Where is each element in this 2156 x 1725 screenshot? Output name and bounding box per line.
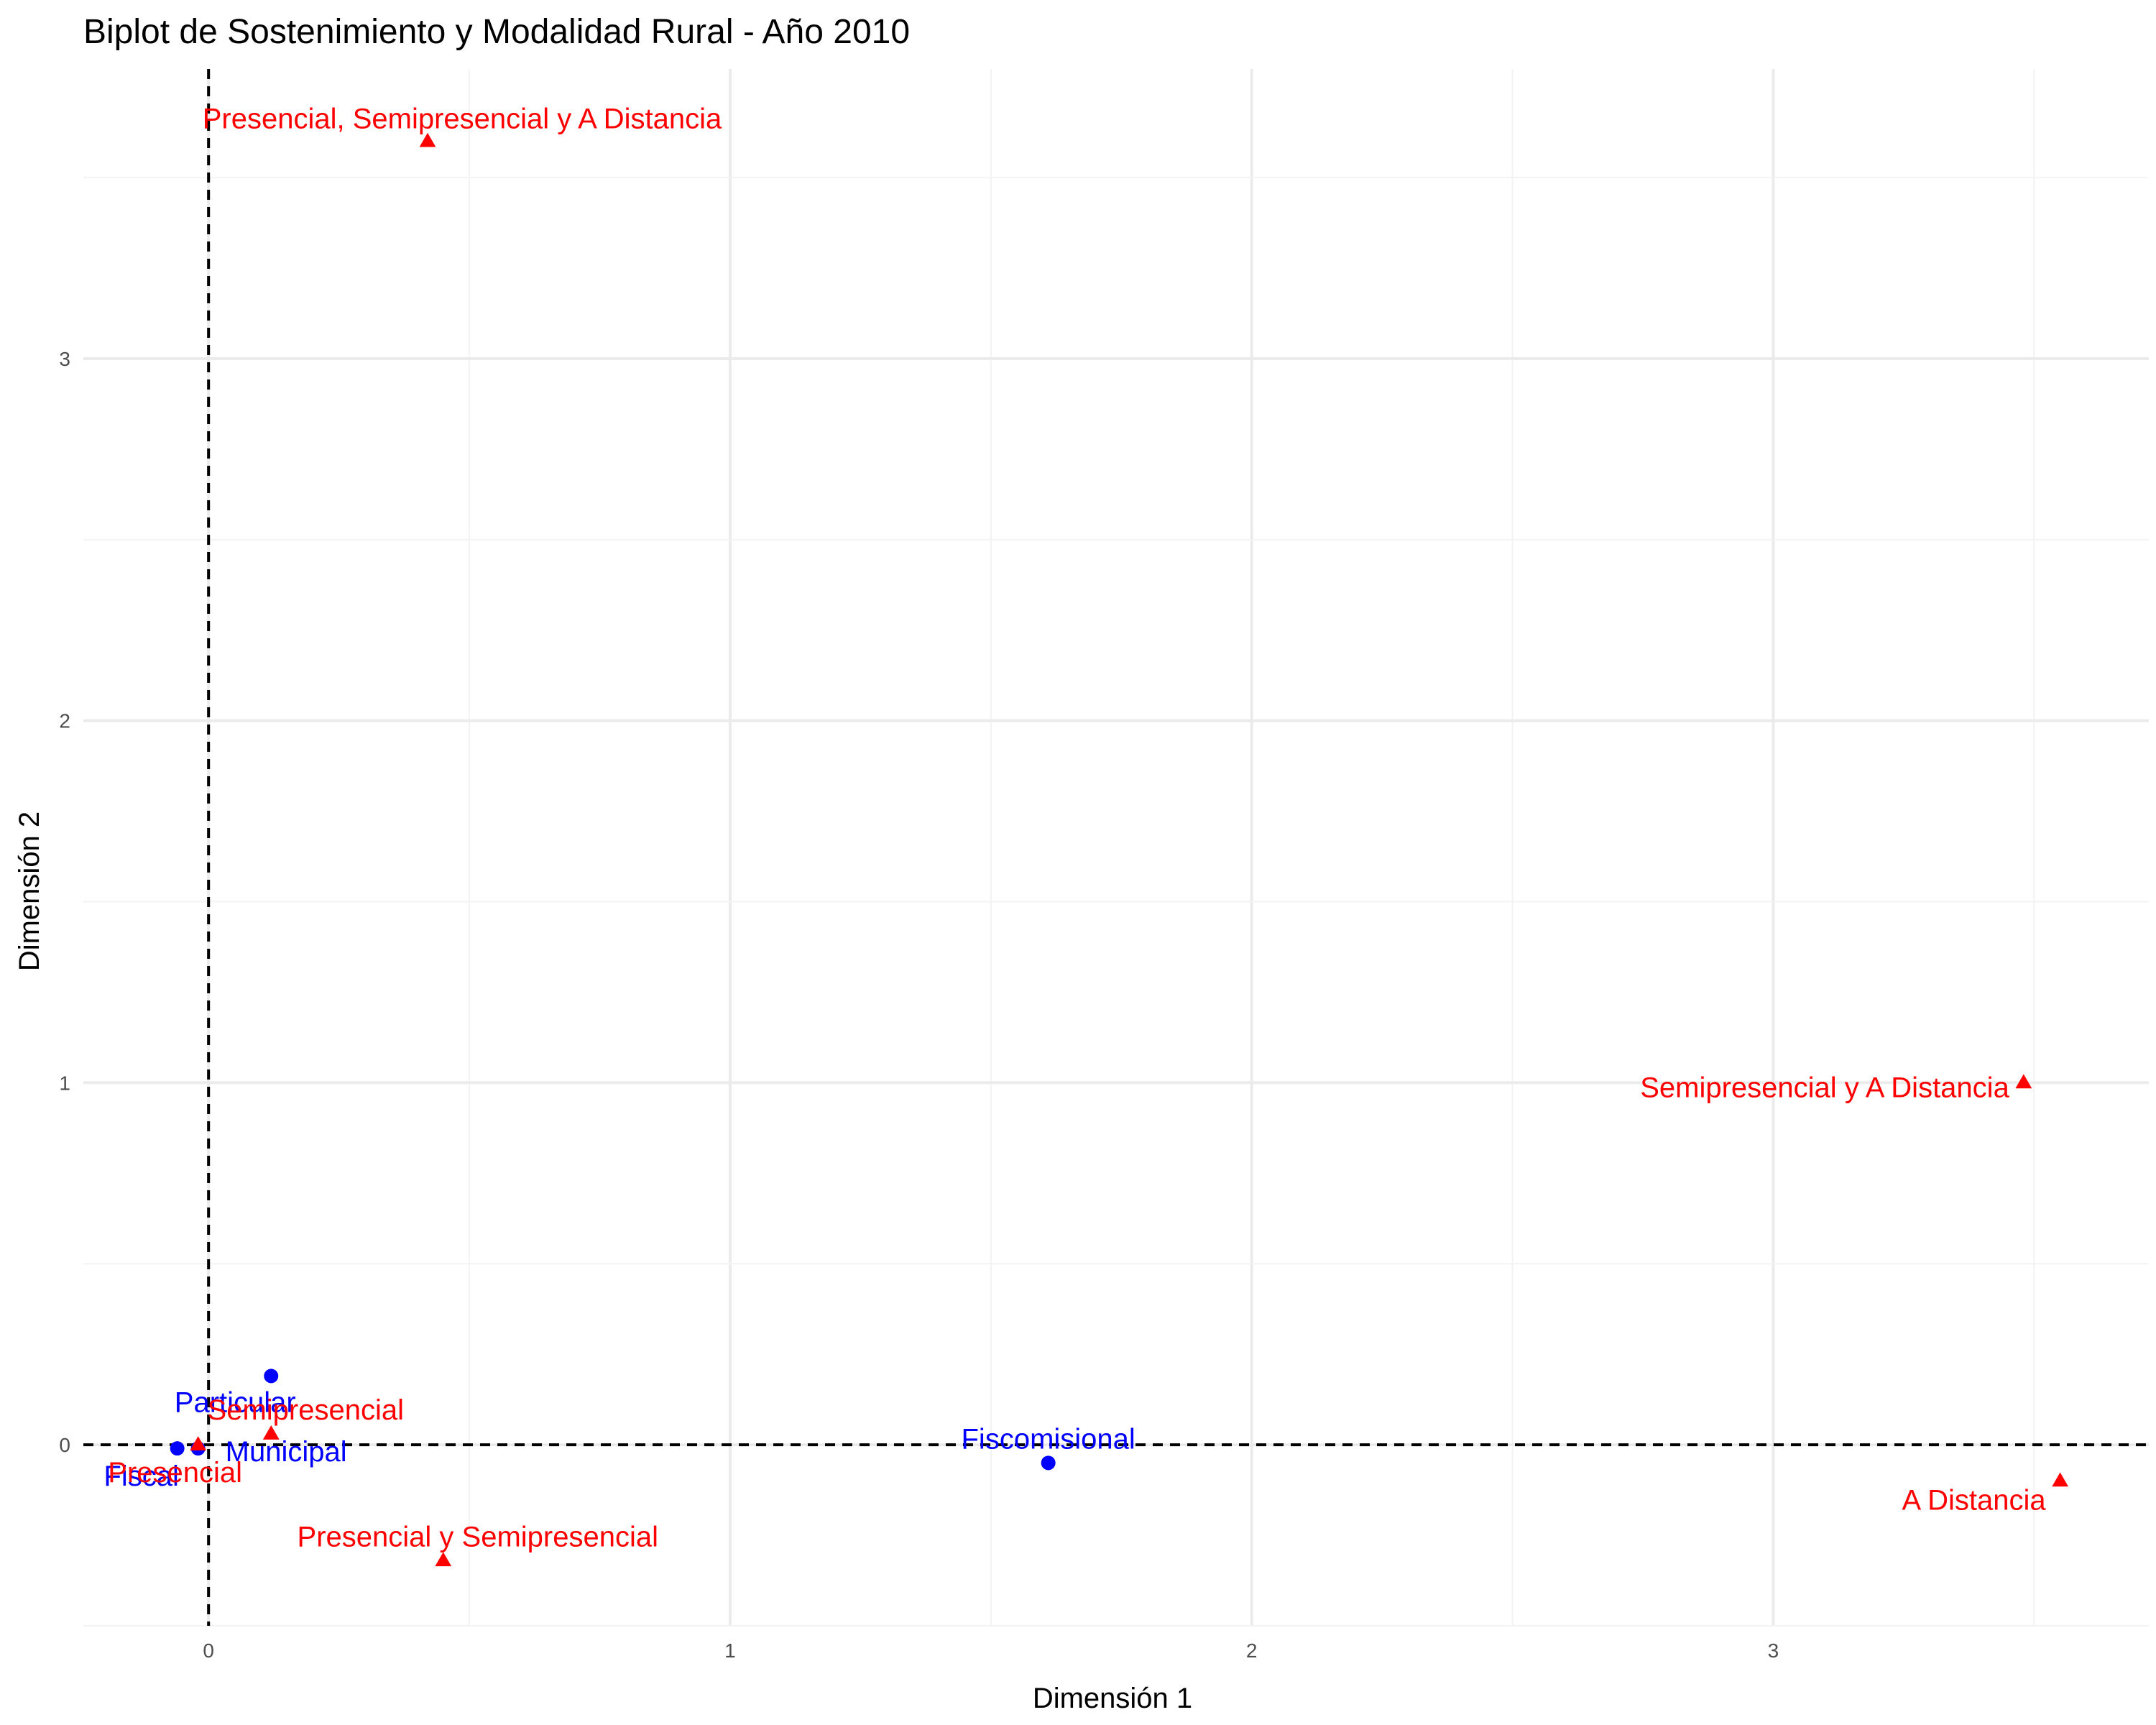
circle-marker bbox=[1041, 1455, 1056, 1471]
reference-lines bbox=[83, 69, 2149, 1626]
point-label: A Distancia bbox=[1902, 1485, 2047, 1517]
y-axis-title: Dimensión 2 bbox=[14, 811, 45, 971]
point-label: Fiscomisional bbox=[962, 1423, 1135, 1455]
point-label: Particular bbox=[175, 1386, 296, 1418]
circle-marker bbox=[170, 1441, 185, 1456]
grid-layer bbox=[83, 69, 2149, 1627]
triangle-marker bbox=[2052, 1472, 2069, 1487]
triangle-marker bbox=[262, 1425, 280, 1440]
triangle-marker bbox=[190, 1436, 207, 1450]
x-tick-label: 1 bbox=[724, 1639, 736, 1662]
y-tick-label: 1 bbox=[59, 1072, 70, 1094]
triangle-marker bbox=[435, 1552, 452, 1567]
data-points bbox=[170, 132, 2069, 1567]
point-label: Semipresencial y A Distancia bbox=[1640, 1072, 2009, 1103]
point-label: Municipal bbox=[226, 1436, 347, 1468]
circle-marker bbox=[264, 1368, 279, 1384]
point-label: Semipresencial bbox=[208, 1394, 404, 1426]
y-tick-label: 2 bbox=[59, 710, 70, 732]
x-tick-label: 3 bbox=[1768, 1639, 1779, 1662]
point-label: Presencial y Semipresencial bbox=[298, 1521, 658, 1552]
point-labels: Particular Fiscal Municipal Fiscomisional Pr… bbox=[103, 104, 2046, 1553]
y-tick-label: 3 bbox=[59, 348, 70, 370]
triangle-marker bbox=[2015, 1074, 2032, 1089]
y-tick-label: 0 bbox=[59, 1434, 70, 1456]
x-tick-label: 0 bbox=[203, 1639, 214, 1662]
point-label: Presencial bbox=[108, 1457, 242, 1489]
chart-title: Biplot de Sostenimiento y Modalidad Rura… bbox=[83, 13, 910, 51]
x-tick-label: 2 bbox=[1246, 1639, 1258, 1662]
point-label: Fiscal bbox=[103, 1460, 178, 1492]
tick-labels: 0 1 2 3 0 1 2 3 bbox=[59, 348, 1779, 1662]
point-label: Presencial, Semipresencial y A Distancia bbox=[203, 104, 722, 135]
x-axis-title: Dimensión 1 bbox=[1033, 1683, 1192, 1714]
triangle-marker bbox=[419, 132, 436, 147]
